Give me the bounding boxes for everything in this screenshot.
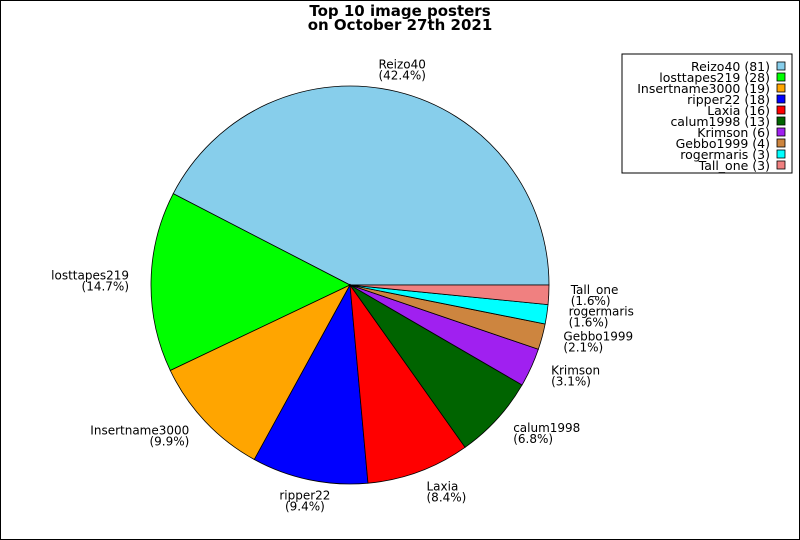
slice-percent-krimson: (3.1%): [551, 375, 591, 389]
legend-entry-calum1998: calum1998 (13): [670, 114, 770, 129]
legend-entry-rogermaris: rogermaris (3): [680, 147, 770, 162]
pie-slice-laxia: [349, 283, 466, 484]
slice-percent-losttapes219: (14.7%): [82, 279, 129, 293]
pie-slices: [150, 85, 550, 485]
legend-entry-tall-one: Tall_one (3): [698, 158, 770, 173]
legend-swatch-krimson: [776, 127, 786, 137]
legend-swatch-reizo40: [776, 61, 786, 71]
legend-entry-laxia: Laxia (16): [707, 103, 770, 118]
legend-entry-reizo40: Reizo40 (81): [691, 59, 770, 74]
legend-swatch-rogermaris: [776, 149, 786, 159]
legend-swatch-losttapes219: [776, 72, 786, 82]
slice-percent-gebbo1999: (2.1%): [563, 341, 603, 355]
slice-label-insertname3000: Insertname3000: [90, 424, 189, 438]
pie-slice-tall-one: [349, 284, 550, 306]
slice-label-krimson: Krimson: [551, 364, 600, 378]
legend-swatch-gebbo1999: [776, 138, 786, 148]
slice-percent-insertname3000: (9.9%): [149, 435, 189, 449]
slice-percent-calum1998: (6.8%): [513, 432, 553, 446]
slice-label-ripper22: ripper22: [279, 488, 330, 502]
slice-label-losttapes219: losttapes219: [51, 268, 129, 282]
legend-box: [621, 53, 793, 174]
pie-slice-ripper22: [253, 283, 369, 485]
legend-swatch-calum1998: [776, 116, 786, 126]
legend-swatch-laxia: [776, 105, 786, 115]
legend-swatch-tall-one: [776, 160, 786, 170]
legend-swatch-insertname3000: [776, 83, 786, 93]
legend-entry-krimson: Krimson (6): [697, 125, 770, 140]
legend-entry-insertname3000: Insertname3000 (19): [637, 81, 770, 96]
legend-entry-gebbo1999: Gebbo1999 (4): [676, 136, 770, 151]
slice-label-gebbo1999: Gebbo1999: [563, 330, 633, 344]
chart-title-line-1: Top 10 image posters: [309, 2, 490, 20]
slice-label-tall-one: Tall_one: [570, 283, 619, 297]
pie-slice-insertname3000: [169, 284, 351, 461]
slice-label-rogermaris: rogermaris: [569, 305, 634, 319]
slice-percent-reizo40: (42.4%): [378, 68, 425, 82]
slice-labels: Reizo40(42.4%) losttapes219(14.7%) Insertn…: [51, 57, 634, 513]
slice-percent-rogermaris: (1.6%): [569, 316, 609, 330]
pie-slice-reizo40: [172, 85, 550, 286]
slice-label-reizo40: Reizo40: [378, 57, 425, 71]
legend-entry-losttapes219: losttapes219 (28): [659, 70, 770, 85]
legend-entry-ripper22: ripper22 (18): [687, 92, 770, 107]
slice-label-calum1998: calum1998: [513, 421, 580, 435]
legend-swatch-ripper22: [776, 94, 786, 104]
slice-percent-laxia: (8.4%): [427, 490, 467, 504]
chart-title-line-2: on October 27th 2021: [308, 16, 493, 34]
slice-percent-tall-one: (1.6%): [571, 294, 611, 308]
legend: Reizo40 (81)losttapes219 (28)Insertname3…: [621, 53, 793, 174]
slice-label-laxia: Laxia: [427, 479, 459, 493]
slice-percent-ripper22: (9.4%): [285, 499, 325, 513]
pie-slice-losttapes219: [150, 193, 351, 372]
